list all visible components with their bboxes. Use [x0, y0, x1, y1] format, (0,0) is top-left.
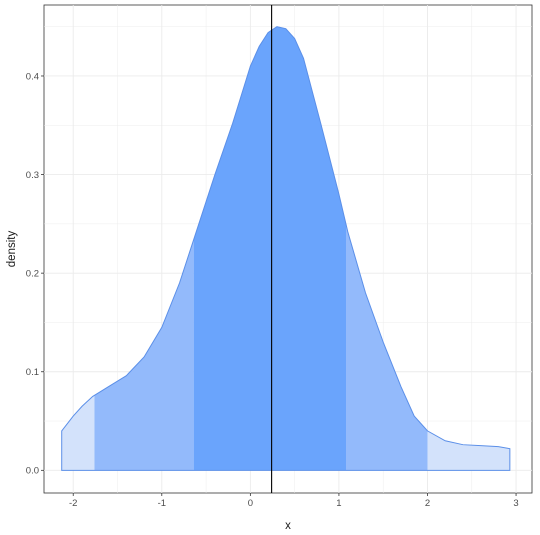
density-bands: [61, 26, 510, 471]
density-band-2: [193, 26, 347, 471]
y-tick-label: 0.2: [26, 268, 39, 279]
x-tick-label: -1: [158, 498, 166, 509]
x-tick-label: -2: [69, 498, 77, 509]
y-axis-title: density: [6, 231, 18, 268]
y-tick-label: 0.3: [26, 170, 39, 181]
y-tick-label: 0.1: [26, 367, 39, 378]
x-axis-title: x: [285, 520, 291, 532]
x-tick-label: 0: [248, 498, 253, 509]
y-tick-label: 0.4: [26, 71, 39, 82]
density-outline: [61, 26, 511, 471]
x-tick-label: 1: [336, 498, 341, 509]
x-tick-label: 3: [513, 498, 518, 509]
x-axis-ticks: -2 -1 0 1 2 3: [69, 493, 519, 509]
x-tick-label: 2: [425, 498, 430, 509]
density-band-3: [346, 224, 428, 471]
y-tick-label: 0.0: [26, 466, 39, 477]
density-band-1: [94, 239, 194, 471]
y-axis-ticks: 0.0 0.1 0.2 0.3 0.4: [26, 71, 44, 477]
density-band-0: [61, 395, 95, 471]
density-band-4: [427, 430, 510, 471]
